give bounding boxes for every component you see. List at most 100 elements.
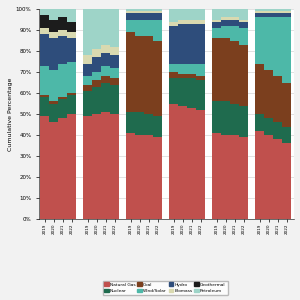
Bar <box>221 38 230 101</box>
Bar <box>58 36 67 64</box>
Bar <box>83 76 92 85</box>
Bar <box>58 17 67 30</box>
Bar <box>135 112 144 135</box>
Bar <box>264 135 273 219</box>
Bar <box>101 53 110 66</box>
Bar <box>67 32 76 38</box>
Bar <box>144 36 153 114</box>
Bar <box>169 78 178 103</box>
Bar <box>58 97 67 99</box>
Bar <box>40 28 50 34</box>
Bar <box>110 114 119 219</box>
Bar <box>239 9 248 20</box>
Bar <box>50 122 58 219</box>
Bar <box>264 17 273 70</box>
Bar <box>127 11 135 13</box>
Bar <box>92 114 101 219</box>
Bar <box>169 64 178 72</box>
Bar <box>264 118 273 135</box>
Bar <box>256 17 264 64</box>
Bar <box>256 131 264 219</box>
Bar <box>40 116 50 219</box>
Bar <box>230 20 239 26</box>
Bar <box>256 13 264 17</box>
Bar <box>110 55 119 68</box>
Bar <box>178 9 187 20</box>
Bar <box>92 57 101 72</box>
Bar <box>127 32 135 112</box>
Bar <box>101 9 110 45</box>
Bar <box>144 135 153 219</box>
Bar <box>212 28 221 38</box>
Bar <box>110 47 119 55</box>
Bar <box>230 9 239 17</box>
Bar <box>83 91 92 116</box>
Bar <box>83 64 92 76</box>
Bar <box>169 72 178 78</box>
Bar <box>239 45 248 106</box>
Bar <box>230 40 239 103</box>
Bar <box>144 13 153 20</box>
Bar <box>212 101 221 133</box>
Bar <box>101 45 110 53</box>
Bar <box>196 9 205 20</box>
Bar <box>135 135 144 219</box>
Bar <box>40 15 50 28</box>
Bar <box>50 9 58 20</box>
Bar <box>239 137 248 219</box>
Bar <box>169 9 178 22</box>
Bar <box>212 20 221 22</box>
Bar <box>178 24 187 64</box>
Bar <box>40 9 50 15</box>
Bar <box>196 80 205 110</box>
Bar <box>264 11 273 13</box>
Bar <box>58 64 67 97</box>
Bar <box>50 70 58 101</box>
Bar <box>153 11 162 13</box>
Bar <box>101 82 110 112</box>
Bar <box>50 20 58 32</box>
Bar <box>187 78 196 108</box>
Bar <box>187 74 196 78</box>
Bar <box>135 20 144 36</box>
Bar <box>264 9 273 11</box>
Bar <box>127 133 135 219</box>
Bar <box>239 22 248 28</box>
Bar <box>178 106 187 219</box>
Bar <box>264 13 273 17</box>
Bar <box>127 112 135 133</box>
Bar <box>212 9 221 20</box>
Bar <box>67 9 76 22</box>
Bar <box>83 116 92 219</box>
Bar <box>273 13 282 17</box>
Bar <box>153 137 162 219</box>
Bar <box>58 30 67 36</box>
Bar <box>221 17 230 20</box>
Bar <box>196 76 205 80</box>
Bar <box>169 103 178 219</box>
Bar <box>135 36 144 112</box>
Bar <box>101 112 110 219</box>
Bar <box>239 28 248 45</box>
Bar <box>92 87 101 114</box>
Bar <box>92 72 101 80</box>
Bar <box>282 127 291 143</box>
Bar <box>58 99 67 118</box>
Bar <box>83 9 92 55</box>
Bar <box>187 64 196 74</box>
Bar <box>187 9 196 20</box>
Bar <box>178 74 187 78</box>
Bar <box>153 20 162 40</box>
Bar <box>83 55 92 64</box>
Bar <box>282 11 291 13</box>
Bar <box>135 9 144 11</box>
Bar <box>135 11 144 13</box>
Bar <box>50 32 58 38</box>
Bar <box>196 110 205 219</box>
Bar <box>273 9 282 11</box>
Bar <box>58 9 67 17</box>
Bar <box>135 13 144 20</box>
Bar <box>273 139 282 219</box>
Bar <box>67 93 76 95</box>
Bar <box>110 85 119 114</box>
